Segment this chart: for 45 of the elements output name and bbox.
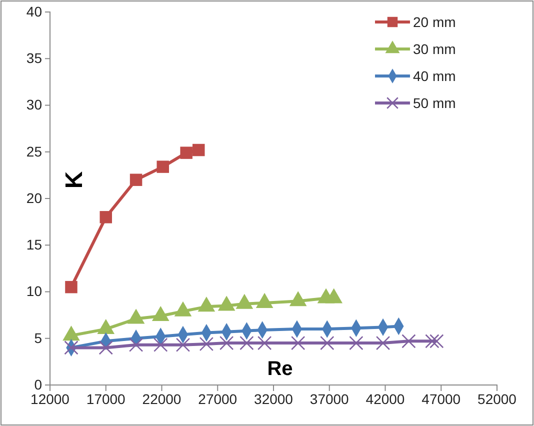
legend-label: 50 mm: [413, 95, 456, 111]
y-tick-label: 35: [26, 50, 42, 66]
point: [65, 280, 78, 294]
y-tick-label: 30: [26, 96, 42, 113]
x-tick-label: 42000: [366, 390, 405, 407]
x-tick-label: 37000: [310, 390, 350, 407]
legend-label: 30 mm: [413, 41, 456, 57]
y-tick-label: 20: [26, 190, 42, 206]
y-tick-label: 10: [26, 283, 42, 300]
point: [130, 174, 142, 186]
point: [240, 336, 254, 350]
point: [199, 336, 214, 352]
point: [128, 338, 144, 352]
legend-label: 40 mm: [413, 68, 456, 84]
y-tick-label: 25: [26, 143, 42, 160]
legend-label: 20 mm: [413, 14, 456, 30]
point: [192, 144, 205, 156]
point: [154, 338, 168, 352]
y-tick-label: 0: [34, 376, 42, 392]
point: [320, 336, 334, 350]
point: [290, 336, 306, 350]
y-axis-title: K: [61, 170, 88, 189]
x-axis-title: Re: [267, 358, 293, 380]
point: [156, 160, 169, 173]
point: [180, 146, 192, 159]
x-tick-label: 32000: [254, 390, 294, 407]
x-tick-label: 27000: [198, 390, 238, 407]
point: [376, 336, 390, 350]
y-tick-label: 5: [34, 330, 42, 346]
point: [100, 211, 112, 224]
point: [425, 334, 440, 348]
point: [257, 336, 272, 350]
x-tick-label: 17000: [86, 390, 126, 407]
y-tick-label: 15: [26, 236, 42, 253]
x-tick-label: 12000: [30, 390, 70, 407]
x-tick-label: 52000: [478, 390, 517, 407]
x-tick-label: 47000: [422, 390, 461, 407]
point: [98, 340, 113, 355]
point: [402, 334, 416, 348]
x-tick-label: 22000: [142, 390, 182, 407]
point: [219, 336, 234, 350]
point: [349, 336, 364, 350]
point: [430, 334, 444, 348]
point: [176, 338, 190, 352]
y-tick-label: 40: [26, 3, 42, 20]
